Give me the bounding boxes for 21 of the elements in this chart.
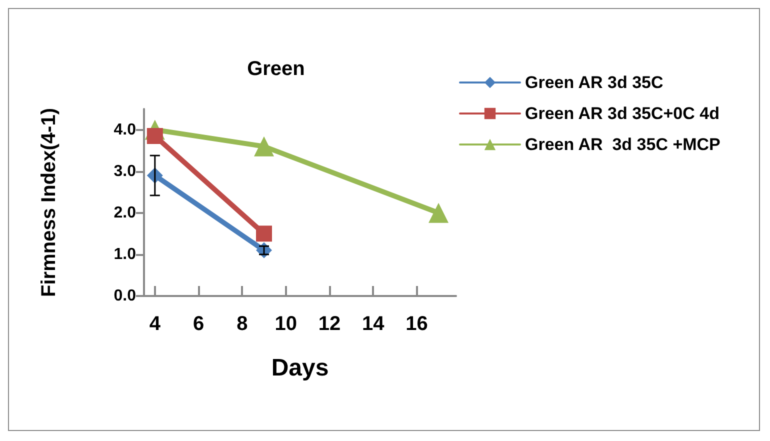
chart-title: Green (247, 58, 305, 80)
y-tick-label: 0.0 (114, 288, 136, 304)
y-tick-label: 2.0 (114, 204, 136, 222)
x-tick-label: 8 (236, 313, 248, 335)
y-tick-label: 3.0 (114, 162, 136, 180)
legend-label: Green AR 3d 35C (525, 73, 664, 92)
point (254, 136, 274, 156)
x-tick-label: 10 (274, 313, 297, 335)
y-axis-title: Firmness Index(4-1) (38, 108, 60, 297)
x-tick-label: 16 (406, 313, 428, 335)
legend-label: Green AR 3d 35C+0C 4d (525, 104, 720, 123)
point (256, 226, 272, 242)
x-tick-label: 12 (318, 313, 341, 335)
x-tick-label: 4 (149, 313, 162, 335)
x-tick-label: 14 (362, 313, 386, 335)
legend-label: Green AR 3d 35C +MCP (525, 135, 720, 154)
x-tick-label: 6 (192, 313, 204, 335)
y-tick-label: 1.0 (114, 246, 136, 263)
point (428, 202, 449, 223)
y-tick-label: 4.0 (114, 121, 136, 138)
x-axis-title: Days (271, 354, 329, 382)
